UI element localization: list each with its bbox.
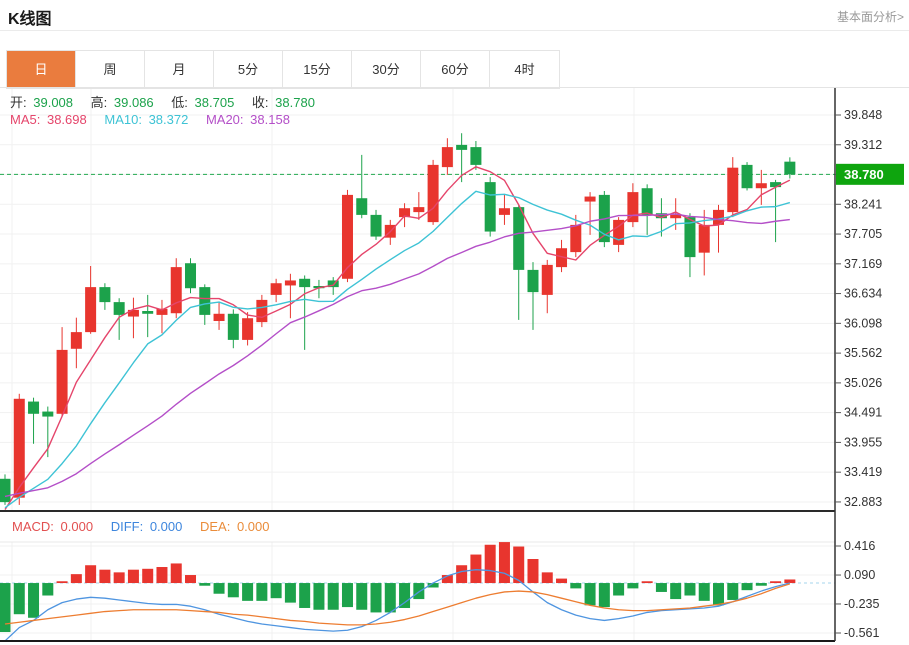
svg-text:35.026: 35.026 bbox=[844, 376, 882, 390]
low-label: 低: bbox=[171, 95, 188, 110]
dea-line bbox=[4, 583, 791, 626]
ma10-label: MA10: bbox=[104, 112, 142, 127]
svg-text:32.883: 32.883 bbox=[844, 495, 882, 509]
tab-月[interactable]: 月 bbox=[145, 51, 214, 88]
ma20-value: 38.158 bbox=[250, 112, 290, 127]
tab-周[interactable]: 周 bbox=[76, 51, 145, 88]
tab-4时[interactable]: 4时 bbox=[514, 62, 535, 77]
ma5-value: 38.698 bbox=[46, 112, 87, 127]
high-label: 高: bbox=[90, 95, 108, 110]
y-axis: 39.848 39.312 38.241 37.705 37.169 36.634 36.0… bbox=[0, 88, 882, 642]
svg-text:37.705: 37.705 bbox=[844, 227, 882, 241]
svg-text:37.169: 37.169 bbox=[844, 257, 882, 271]
close-label: 收: bbox=[251, 95, 269, 110]
ma5-label: MA5: bbox=[10, 112, 41, 127]
ma10-value: 38.372 bbox=[148, 112, 189, 127]
svg-text:36.634: 36.634 bbox=[844, 287, 882, 301]
high-value: 39.086 bbox=[113, 95, 154, 110]
interval-tabbar: 日周月 5分 15分 30分 60分 4时 bbox=[6, 50, 560, 89]
diff-value: 0.000 bbox=[149, 519, 183, 534]
svg-text:39.848: 39.848 bbox=[844, 108, 882, 122]
ma10-line bbox=[4, 190, 791, 509]
close-value: 38.780 bbox=[275, 95, 315, 110]
svg-text:-0.561: -0.561 bbox=[844, 626, 879, 640]
svg-text:38.241: 38.241 bbox=[844, 197, 882, 211]
macd-label: MACD: bbox=[12, 519, 54, 534]
svg-text:38.780: 38.780 bbox=[844, 167, 884, 182]
tab-30分[interactable]: 30分 bbox=[352, 51, 421, 88]
diff-line bbox=[4, 569, 791, 642]
page-title: K线图 bbox=[8, 11, 52, 28]
fundamental-analysis-link[interactable]: 基本面分析> bbox=[836, 10, 904, 24]
macd-value: 0.000 bbox=[60, 519, 94, 534]
grid-layer bbox=[0, 88, 835, 641]
candles-layer bbox=[0, 133, 796, 505]
ma20-line bbox=[4, 213, 790, 498]
dea-label: DEA: bbox=[199, 519, 231, 534]
tab-5分[interactable]: 5分 bbox=[214, 51, 283, 88]
header-divider bbox=[0, 30, 909, 31]
svg-text:33.419: 33.419 bbox=[844, 465, 882, 479]
diff-label: DIFF: bbox=[110, 519, 144, 534]
low-value: 38.705 bbox=[194, 95, 235, 110]
tab-日[interactable]: 日 bbox=[7, 51, 76, 88]
svg-text:35.562: 35.562 bbox=[844, 346, 882, 360]
svg-text:33.955: 33.955 bbox=[844, 435, 882, 449]
macd-histogram bbox=[0, 542, 796, 633]
open-value: 39.008 bbox=[33, 95, 74, 110]
price-badge: 38.780 bbox=[836, 163, 904, 185]
tab-15分[interactable]: 15分 bbox=[283, 51, 352, 88]
tabbar-underline bbox=[0, 87, 909, 88]
svg-text:36.098: 36.098 bbox=[844, 316, 882, 330]
tab-60分[interactable]: 60分 bbox=[421, 51, 490, 88]
svg-text:-0.235: -0.235 bbox=[844, 597, 879, 611]
open-label: 开: bbox=[10, 95, 27, 110]
svg-text:39.312: 39.312 bbox=[844, 138, 882, 152]
ohlc-readout: 开: 39.008 高: 39.086 低: 38.705 收: 38.780 bbox=[10, 92, 318, 111]
svg-text:0.090: 0.090 bbox=[844, 568, 875, 582]
macd-readout: MACD: 0.000 DIFF: 0.000 DEA: 0.000 bbox=[12, 519, 273, 534]
svg-text:34.491: 34.491 bbox=[844, 406, 882, 420]
ma-readout: MA5: 38.698 MA10: 38.372 MA20: 38.158 bbox=[10, 112, 293, 127]
ma5-line bbox=[4, 166, 791, 510]
svg-text:0.416: 0.416 bbox=[844, 539, 875, 553]
dea-value: 0.000 bbox=[236, 519, 270, 534]
ma20-label: MA20: bbox=[205, 112, 244, 127]
